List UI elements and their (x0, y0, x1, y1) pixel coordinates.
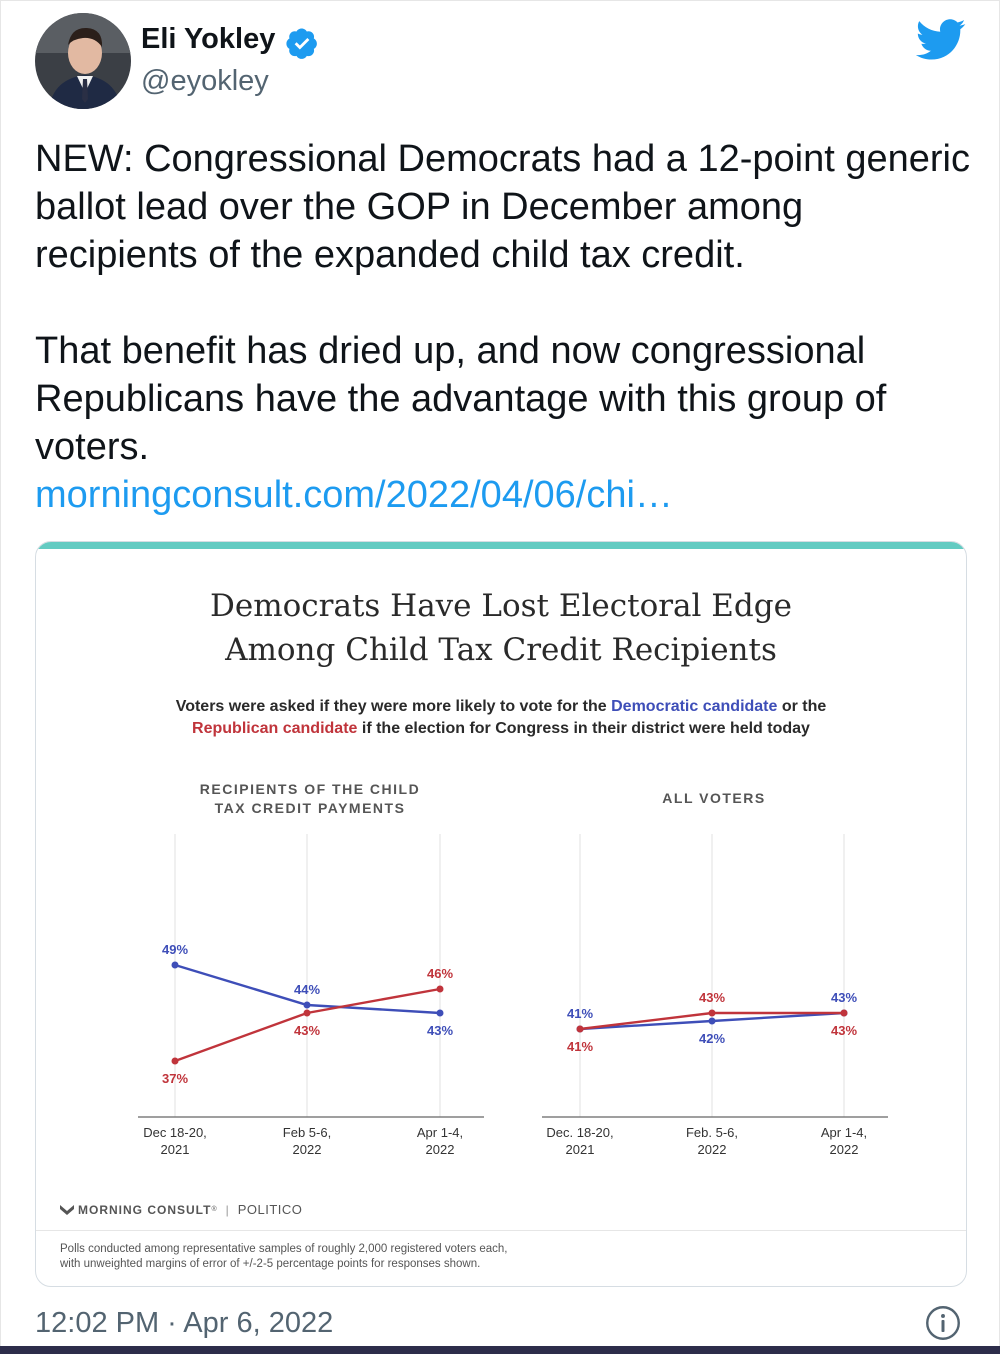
footnote-line-1: Polls conducted among representative sam… (60, 1243, 508, 1255)
democratic-point-1-1 (708, 1017, 716, 1025)
democratic-label-0-2: 43% (427, 1023, 453, 1038)
tick-label-0-1-0: Feb 5-6, (283, 1125, 331, 1140)
republican-point-0-1 (303, 1009, 311, 1017)
democratic-label-1-2: 43% (831, 990, 857, 1005)
panel-title-all-voters-line-1: ALL VOTERS (662, 790, 766, 806)
chart-title-line-2: Among Child Tax Credit Recipients (225, 632, 777, 668)
tick-label-1-2-1: 2022 (830, 1142, 859, 1157)
source-partner: POLITICO (237, 1202, 303, 1217)
tick-label-0-1-1: 2022 (293, 1142, 322, 1157)
morning-consult-logo-icon (60, 1204, 74, 1215)
republican-point-1-1 (708, 1009, 716, 1017)
verified-badge-icon (286, 28, 317, 59)
avatar[interactable] (35, 13, 131, 109)
republican-point-0-2 (436, 985, 444, 993)
source-separator: | (225, 1202, 230, 1217)
info-icon[interactable] (925, 1305, 961, 1341)
twitter-bird-icon[interactable] (915, 19, 967, 61)
tweet-link[interactable]: morningconsult.com/2022/04/06/chi… (35, 474, 673, 516)
tick-label-1-2-0: Apr 1-4, (821, 1125, 867, 1140)
democratic-label-0-1: 44% (294, 982, 320, 997)
tick-label-0-2-0: Apr 1-4, (417, 1125, 463, 1140)
subtitle-part-3: if the election for Congress in their di… (357, 720, 810, 737)
democratic-point-0-1 (303, 1001, 311, 1009)
tick-label-0-0-0: Dec 18-20, (143, 1125, 207, 1140)
panel-title-recipients: RECIPIENTS OF THE CHILD TAX CREDIT PAYME… (160, 780, 460, 818)
tick-label-0-2-1: 2022 (426, 1142, 455, 1157)
subtitle-republican: Republican candidate (192, 720, 358, 737)
democratic-label-1-1: 42% (699, 1031, 725, 1046)
tick-label-0-0-1: 2021 (161, 1142, 190, 1157)
tweet-paragraph-2: That benefit has dried up, and now congr… (35, 330, 887, 468)
democratic-label-0-0: 49% (162, 942, 188, 957)
panel-title-all-voters: ALL VOTERS (564, 789, 864, 808)
tweet-paragraph-1: NEW: Congressional Democrats had a 12-po… (35, 138, 970, 276)
author-display-name[interactable]: Eli Yokley (141, 23, 276, 55)
chart-footnote: Polls conducted among representative sam… (60, 1242, 660, 1272)
republican-label-0-0: 37% (162, 1071, 188, 1086)
subtitle-part-2: or the (777, 698, 827, 715)
republican-label-1-2: 43% (831, 1023, 857, 1038)
chart-subtitle: Voters were asked if they were more like… (36, 696, 966, 740)
tick-label-1-1-0: Feb. 5-6, (686, 1125, 738, 1140)
subtitle-democratic: Democratic candidate (611, 698, 778, 715)
footnote-line-2: with unweighted margins of error of +/-2… (60, 1258, 481, 1270)
republican-label-0-2: 46% (427, 966, 453, 981)
author-handle[interactable]: @eyokley (141, 65, 269, 97)
tweet-text: NEW: Congressional Democrats had a 12-po… (35, 135, 975, 519)
media-card[interactable]: Democrats Have Lost Electoral Edge Among… (35, 541, 967, 1287)
republican-label-0-1: 43% (294, 1023, 320, 1038)
tweet-timestamp[interactable]: 12:02 PM · Apr 6, 2022 (35, 1307, 334, 1339)
republican-point-1-0 (576, 1025, 584, 1033)
democratic-point-0-0 (171, 961, 179, 969)
republican-point-1-2 (840, 1009, 848, 1017)
republican-label-1-0: 41% (567, 1039, 593, 1054)
line-charts: Dec 18-20, 2021 Feb 5-6, 2022 Apr 1-4, 2022 49… (138, 834, 888, 1157)
panel-title-recipients-line-2: TAX CREDIT PAYMENTS (214, 800, 406, 816)
footnote-divider (36, 1230, 966, 1231)
tick-label-1-1-1: 2022 (698, 1142, 727, 1157)
republican-point-0-0 (171, 1057, 179, 1065)
tick-label-1-0-1: 2021 (566, 1142, 595, 1157)
media-accent-bar (36, 542, 966, 549)
republican-label-1-1: 43% (699, 990, 725, 1005)
chart-title-line-1: Democrats Have Lost Electoral Edge (210, 588, 792, 624)
window-bottom-edge (0, 1346, 1000, 1354)
panel-title-recipients-line-1: RECIPIENTS OF THE CHILD (199, 781, 421, 797)
source-credit: MORNING CONSULT ® | POLITICO (60, 1202, 302, 1217)
democratic-point-0-2 (436, 1009, 444, 1017)
source-logo-text: MORNING CONSULT (78, 1202, 212, 1217)
democratic-label-1-0: 41% (567, 1006, 593, 1021)
tick-label-1-0-0: Dec. 18-20, (546, 1125, 613, 1140)
subtitle-part-1: Voters were asked if they were more like… (175, 698, 612, 715)
source-trademark: ® (211, 1206, 218, 1213)
chart-title: Democrats Have Lost Electoral Edge Among… (36, 584, 966, 672)
